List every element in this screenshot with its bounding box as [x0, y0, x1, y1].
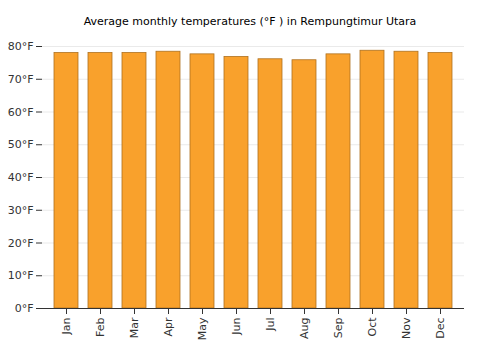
svg-text:Apr: Apr: [162, 317, 175, 337]
svg-text:70°F: 70°F: [8, 73, 34, 86]
svg-text:Feb: Feb: [94, 317, 107, 336]
svg-text:Jul: Jul: [264, 318, 277, 332]
svg-text:30°F: 30°F: [8, 204, 34, 217]
svg-text:20°F: 20°F: [8, 237, 34, 250]
svg-text:10°F: 10°F: [8, 269, 34, 282]
html-text:Average monthly temperatures (: Average monthly temperatures (°F ) in Re…: [83, 15, 417, 28]
svg-text:0°F: 0°F: [15, 302, 34, 315]
svg-text:40°F: 40°F: [8, 171, 34, 184]
svg-text:Mar: Mar: [128, 317, 141, 338]
svg-text:60°F: 60°F: [8, 106, 34, 119]
svg-text:Jan: Jan: [60, 317, 73, 335]
svg-text:Oct: Oct: [366, 317, 379, 337]
svg-text:Sep: Sep: [332, 317, 345, 338]
svg-text:Dec: Dec: [434, 318, 447, 339]
svg-text:50°F: 50°F: [8, 138, 34, 151]
svg-text:May: May: [196, 317, 209, 340]
svg-text:Jun: Jun: [230, 317, 243, 335]
svg-text:Nov: Nov: [400, 317, 413, 339]
svg-text:80°F: 80°F: [8, 40, 34, 53]
svg-text:Aug: Aug: [298, 318, 311, 339]
